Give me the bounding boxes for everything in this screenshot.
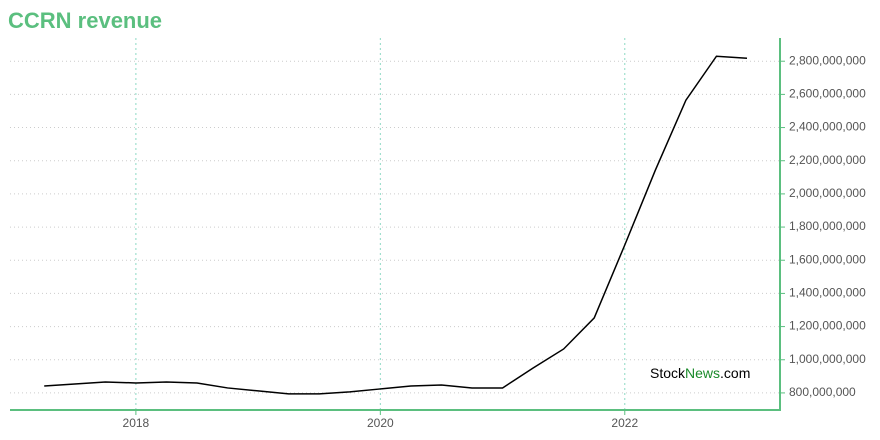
x-tick-label: 2018 bbox=[123, 416, 150, 430]
chart-title: CCRN revenue bbox=[8, 8, 162, 33]
y-tick-label: 1,800,000,000 bbox=[789, 219, 866, 233]
watermark-part: News bbox=[685, 365, 720, 381]
y-tick-label: 1,000,000,000 bbox=[789, 352, 866, 366]
watermark-part: Stock bbox=[650, 365, 686, 381]
y-tick-label: 2,800,000,000 bbox=[789, 53, 866, 67]
y-tick-label: 1,200,000,000 bbox=[789, 319, 866, 333]
y-tick-label: 2,600,000,000 bbox=[789, 87, 866, 101]
y-tick-label: 2,400,000,000 bbox=[789, 120, 866, 134]
watermark: StockNews.com bbox=[650, 365, 750, 381]
line-series bbox=[44, 55, 748, 395]
y-tick-label: 2,000,000,000 bbox=[789, 186, 866, 200]
x-tick-label: 2022 bbox=[611, 416, 638, 430]
y-tick-label: 800,000,000 bbox=[789, 385, 856, 399]
y-tick-label: 1,600,000,000 bbox=[789, 252, 866, 266]
watermark-part: .com bbox=[720, 365, 750, 381]
y-tick-label: 2,200,000,000 bbox=[789, 153, 866, 167]
y-tick-label: 1,400,000,000 bbox=[789, 286, 866, 300]
x-tick-label: 2020 bbox=[367, 416, 394, 430]
